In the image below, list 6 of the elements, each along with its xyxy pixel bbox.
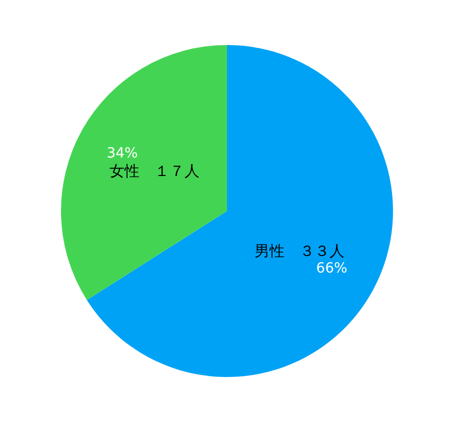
pie-slice (61, 45, 227, 300)
pie-slice (86, 45, 393, 377)
slice-label: 女性 １７人 (109, 162, 200, 180)
data-label: 66% (316, 260, 348, 277)
slice-label: 男性 ３３人 (254, 242, 345, 260)
data-label: 34% (106, 145, 138, 162)
